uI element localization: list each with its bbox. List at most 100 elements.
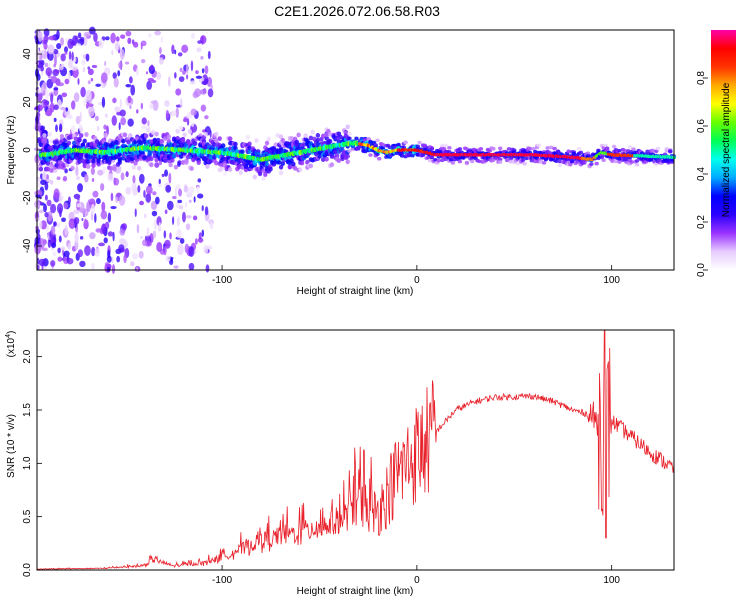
spectrogram-cell [176, 216, 180, 227]
spectrogram-cell [354, 136, 359, 141]
spectrogram-cell [60, 37, 65, 46]
snr-x-axis-label: Height of straight line (km) [297, 586, 414, 597]
spectrogram-cell [273, 142, 279, 148]
spectrogram-cell [188, 262, 195, 271]
spectrogram-cell [136, 223, 140, 234]
spectrogram-cell [585, 151, 591, 156]
spectrogram-cell [200, 55, 204, 60]
spectrogram-cell [181, 44, 189, 54]
spectrogram-cell [70, 165, 75, 171]
spectrogram-cell [180, 160, 186, 165]
spectrogram-cell [186, 74, 189, 80]
spectrogram-cell [296, 132, 301, 138]
spectrogram-cell [70, 100, 76, 110]
spectrogram-cell [137, 185, 141, 193]
spectrogram-cell [303, 133, 308, 139]
spectrogram-cell [515, 161, 520, 166]
spectrogram-cell [160, 36, 164, 43]
spectrogram-cell [420, 153, 426, 158]
spectrogram-cell [77, 183, 83, 193]
spectrogram-cell [552, 146, 557, 151]
spectrogram-cell [150, 100, 158, 105]
spectrogram-cell [164, 209, 168, 214]
spectrogram-cell [39, 125, 46, 131]
spectrogram-cell [190, 108, 197, 116]
spectrogram-cell [129, 104, 132, 110]
spectrogram-cell [87, 198, 95, 203]
spectrogram-cell [338, 134, 343, 140]
spectrogram-cell [113, 177, 120, 186]
spectrogram-cell [111, 115, 117, 126]
spectrogram-cell [187, 129, 193, 135]
spectrogram-cell [176, 228, 182, 239]
spectrogram-cell [59, 64, 64, 71]
spectrogram-cell [536, 143, 542, 148]
spectrogram-cell [123, 254, 127, 264]
spectrogram-cell [50, 93, 54, 104]
spectrogram-cell [91, 262, 95, 271]
spectrogram-cell [166, 134, 172, 140]
spectrogram-cell [54, 140, 59, 145]
spectrogram-cell [154, 219, 158, 230]
spectrogram-cell [157, 182, 163, 188]
spectrogram-cell [107, 212, 112, 223]
colorbar-tick-label: 0.8 [696, 71, 707, 85]
spectrogram-cell [271, 161, 277, 167]
spectrogram-cell [79, 133, 84, 138]
spectrogram-cell [168, 172, 172, 184]
spectrogram-cell [100, 183, 105, 191]
spectrogram-cell [557, 159, 563, 164]
spectrogram-cell [111, 97, 117, 104]
spectrogram-cell [203, 131, 208, 137]
spectrogram-cell [53, 188, 60, 199]
spectrogram-cell [212, 142, 217, 147]
spectrogram-cell [96, 125, 100, 132]
spectrogram-cell [655, 146, 661, 151]
spectrogram-cell [145, 193, 152, 203]
spectrogram-cell [68, 50, 72, 61]
snr-plot-area [37, 330, 674, 570]
spectrogram-cell [184, 243, 190, 254]
spectrogram-cell [110, 192, 114, 202]
spectrogram-cell [498, 160, 503, 164]
spectrogram-cell [64, 78, 70, 85]
spectrogram-cell [231, 160, 236, 166]
spectrogram-cell [520, 158, 526, 162]
spectrogram-cell [35, 194, 41, 198]
spectrogram-cell [55, 222, 61, 228]
spectrogram-cell [345, 153, 350, 159]
spectrogram-cell [184, 158, 189, 164]
spectrogram-cell [603, 143, 608, 148]
spectrogram-cell [118, 122, 121, 131]
spectrogram-cell [128, 133, 133, 138]
spectrogram-cell [58, 197, 62, 203]
spectrogram-cell [60, 53, 66, 62]
spectrogram-cell [627, 145, 633, 149]
spectrogram-cell [182, 211, 186, 223]
spectrogram-cell [150, 130, 156, 135]
spectrogram-cell [469, 159, 475, 164]
spectrogram-cell [336, 158, 342, 164]
spectrogram-cell [447, 150, 452, 154]
spectrogram-cell [197, 237, 204, 243]
spectrogram-cell [380, 142, 385, 147]
spectrogram-cell [174, 187, 177, 198]
spectrogram-cell [84, 132, 89, 137]
spectrogram-cell [196, 47, 202, 53]
spectrogram-cell [650, 148, 655, 153]
spectrogram-cell [116, 111, 122, 116]
spectrogram-cell [240, 149, 245, 155]
spectrogram-cell [179, 238, 185, 244]
spectrogram-cell [308, 135, 314, 141]
spectrogram-cell [447, 146, 452, 150]
spectrogram-cell [201, 80, 208, 85]
spectrogram-cell [44, 194, 48, 201]
spectrogram-cell [46, 178, 51, 183]
spectrogram-cell [188, 246, 195, 258]
spectrogram-cell [50, 203, 57, 214]
spectrogram-cell [310, 129, 315, 135]
spectrogram-cell [264, 140, 270, 146]
spectrogram-cell [201, 205, 204, 212]
spectrogram-cell [186, 118, 190, 126]
spectrogram-cell [119, 98, 122, 109]
